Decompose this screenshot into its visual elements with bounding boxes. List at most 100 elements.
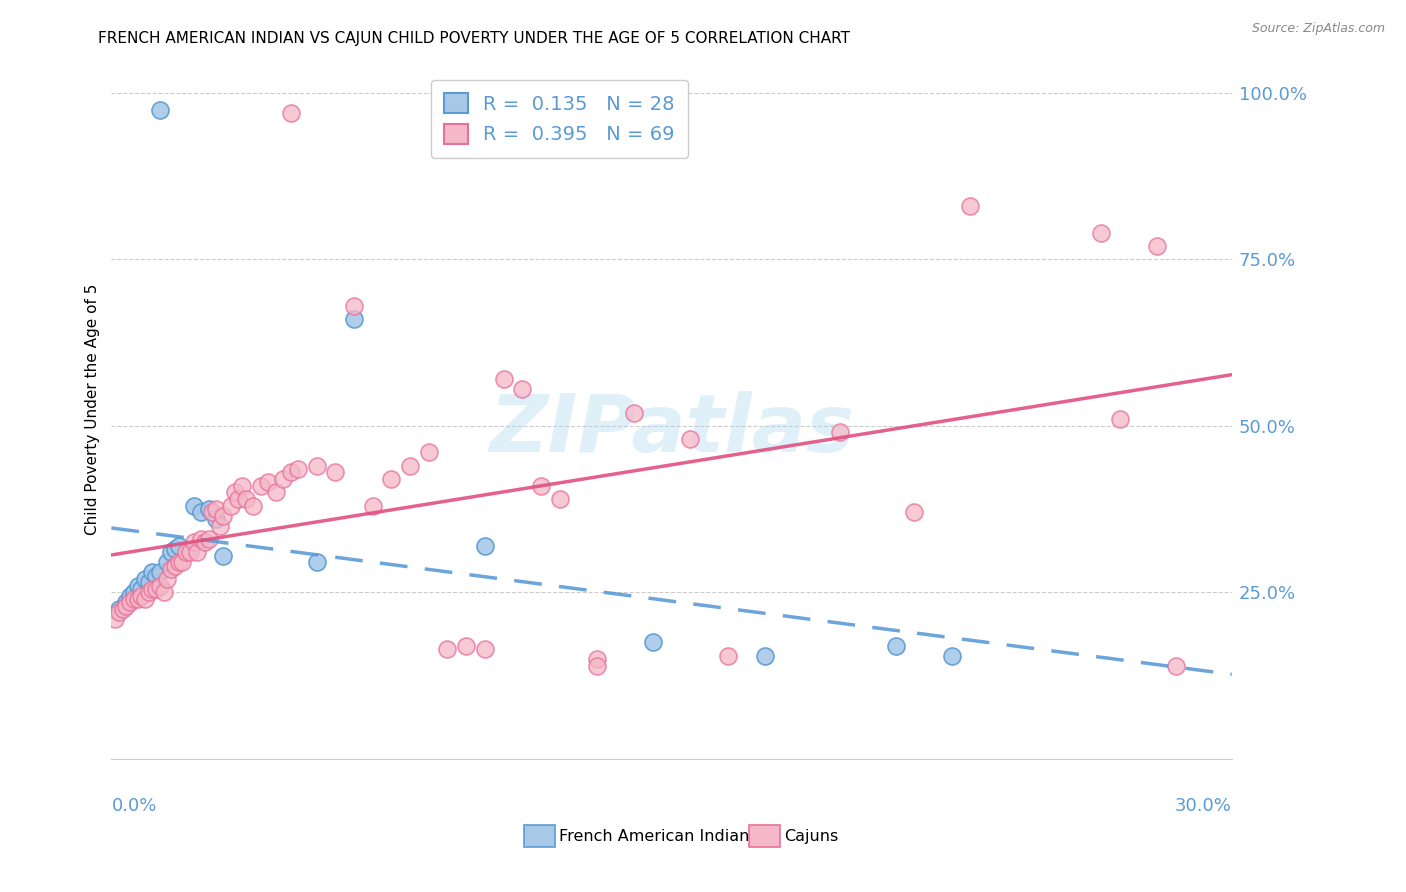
Point <box>548 492 571 507</box>
Point <box>436 641 458 656</box>
Text: 30.0%: 30.0% <box>1175 797 1232 815</box>
Point <box>163 542 186 557</box>
Point <box>205 502 228 516</box>
Point <box>586 652 609 666</box>
Point <box>160 545 183 559</box>
Point <box>959 199 981 213</box>
Point <box>716 648 738 663</box>
Point <box>212 508 235 523</box>
Point <box>205 512 228 526</box>
Point <box>399 458 422 473</box>
Legend: R =  0.135   N = 28, R =  0.395   N = 69: R = 0.135 N = 28, R = 0.395 N = 69 <box>430 79 689 158</box>
Point <box>127 591 149 606</box>
Point <box>145 568 167 582</box>
Point <box>149 566 172 580</box>
Point <box>380 472 402 486</box>
Point <box>679 432 702 446</box>
Point <box>160 562 183 576</box>
Point <box>1108 412 1130 426</box>
Point <box>249 479 271 493</box>
Point <box>305 555 328 569</box>
Point <box>145 582 167 596</box>
Point <box>179 545 201 559</box>
Point <box>287 462 309 476</box>
Point <box>120 589 142 603</box>
Point <box>167 555 190 569</box>
Text: 0.0%: 0.0% <box>111 797 157 815</box>
Point <box>141 582 163 596</box>
Text: ZIPatlas: ZIPatlas <box>489 392 853 469</box>
Point <box>1164 658 1187 673</box>
Point <box>492 372 515 386</box>
Point <box>456 639 478 653</box>
Point <box>1090 226 1112 240</box>
Point <box>190 532 212 546</box>
Point <box>149 579 172 593</box>
Point <box>941 648 963 663</box>
Point <box>197 532 219 546</box>
Point <box>219 499 242 513</box>
Point <box>280 106 302 120</box>
Point <box>586 658 609 673</box>
Point <box>186 545 208 559</box>
Point <box>305 458 328 473</box>
Point <box>104 612 127 626</box>
Text: Cajuns: Cajuns <box>785 830 838 844</box>
Point <box>152 585 174 599</box>
Y-axis label: Child Poverty Under the Age of 5: Child Poverty Under the Age of 5 <box>86 284 100 535</box>
Point <box>194 535 217 549</box>
Text: Source: ZipAtlas.com: Source: ZipAtlas.com <box>1251 22 1385 36</box>
Point <box>201 505 224 519</box>
Point <box>108 605 131 619</box>
Point <box>623 405 645 419</box>
Point <box>212 549 235 563</box>
Point <box>224 485 246 500</box>
Point <box>120 595 142 609</box>
Text: French American Indians: French American Indians <box>560 830 758 844</box>
Point <box>127 579 149 593</box>
Point <box>156 555 179 569</box>
Point <box>343 299 366 313</box>
Point <box>903 505 925 519</box>
Point <box>231 479 253 493</box>
Text: FRENCH AMERICAN INDIAN VS CAJUN CHILD POVERTY UNDER THE AGE OF 5 CORRELATION CHA: FRENCH AMERICAN INDIAN VS CAJUN CHILD PO… <box>98 31 851 46</box>
Point <box>108 602 131 616</box>
Point <box>197 502 219 516</box>
Point <box>183 535 205 549</box>
Point <box>134 572 156 586</box>
Point <box>174 545 197 559</box>
Point <box>418 445 440 459</box>
Point <box>325 466 347 480</box>
Point <box>122 591 145 606</box>
Point <box>138 585 160 599</box>
Point <box>530 479 553 493</box>
Point <box>474 539 496 553</box>
Point <box>156 572 179 586</box>
Point <box>228 492 250 507</box>
Point <box>163 558 186 573</box>
Point <box>167 539 190 553</box>
Point <box>474 641 496 656</box>
Point <box>111 602 134 616</box>
Point <box>149 103 172 117</box>
Point <box>122 585 145 599</box>
Point <box>264 485 287 500</box>
Point <box>343 312 366 326</box>
Point <box>138 575 160 590</box>
Point <box>115 595 138 609</box>
Point <box>828 425 851 440</box>
Point <box>115 599 138 613</box>
Point <box>129 589 152 603</box>
Point <box>235 492 257 507</box>
Point <box>361 499 384 513</box>
Point <box>134 591 156 606</box>
Point <box>242 499 264 513</box>
Point <box>257 475 280 490</box>
Point <box>129 582 152 596</box>
Point <box>190 505 212 519</box>
Point <box>641 635 664 649</box>
Point <box>884 639 907 653</box>
Point <box>208 518 231 533</box>
Point <box>1146 239 1168 253</box>
Point <box>141 566 163 580</box>
